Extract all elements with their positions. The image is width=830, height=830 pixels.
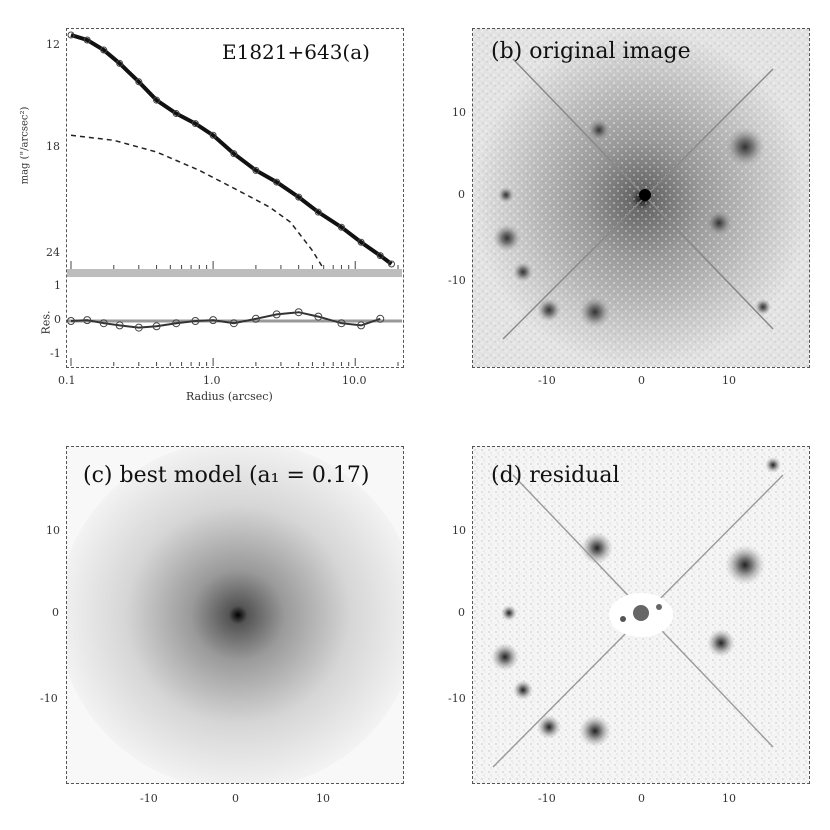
residual-data-point: [272, 310, 281, 319]
residual-data-point: [99, 319, 108, 328]
panel-d-ytick-m10: -10: [448, 692, 466, 705]
profile-plot-title: E1821+643(a): [222, 40, 370, 64]
residual-label: (d) residual: [491, 463, 620, 488]
residual-data-point: [357, 321, 366, 330]
profile-data-point: [116, 59, 124, 67]
profile-data-point: [357, 238, 365, 246]
profile-data-point: [337, 223, 345, 231]
profile-ytick-24: 24: [46, 246, 60, 259]
profile-plot-svg: [67, 31, 402, 366]
residual-render: [473, 447, 809, 783]
best-model-panel: (c) best model (a₁ = 0.17): [66, 446, 404, 784]
panel-b-xtick-0: 0: [638, 374, 645, 387]
residual-data-point: [251, 314, 260, 323]
panel-c-ytick-10: 10: [46, 524, 60, 537]
profile-xtick-1.0: 1.0: [203, 374, 221, 387]
panel-d-ytick-0: 0: [458, 606, 465, 619]
panel-c-xtick-m10: -10: [140, 792, 158, 805]
residual-ytick-m1: -1: [50, 347, 61, 360]
panel-d-ytick-10: 10: [452, 524, 466, 537]
residual-data-point: [337, 319, 346, 328]
panel-d-xtick-10: 10: [722, 792, 736, 805]
residual-ytick-0: 0: [54, 313, 61, 326]
residual-data-point: [209, 316, 218, 325]
residual-data-point: [67, 317, 75, 325]
residual-line: [70, 311, 381, 329]
best-model-label: (c) best model (a₁ = 0.17): [83, 463, 370, 488]
profile-data-point: [172, 110, 180, 118]
panel-c-ytick-0: 0: [52, 606, 59, 619]
profile-data-point: [295, 193, 303, 201]
profile-data-point: [135, 78, 143, 86]
residual-data-point: [152, 322, 161, 331]
panel-b-ytick-m10: -10: [448, 274, 466, 287]
best-model-render: [67, 447, 403, 783]
residual-data-point: [229, 319, 238, 328]
profile-xtick-0.1: 0.1: [58, 374, 76, 387]
original-image-label: (b) original image: [491, 39, 691, 64]
residual-ylabel: Res.: [39, 310, 53, 335]
profile-data-point: [191, 120, 199, 128]
original-image-panel: (b) original image: [472, 28, 810, 368]
profile-data-point: [387, 260, 395, 268]
residual-data-point: [134, 323, 143, 332]
panel-b-ytick-0: 0: [458, 188, 465, 201]
profile-ytick-12: 12: [46, 38, 60, 51]
profile-data-point: [273, 178, 281, 186]
residual-data-point: [115, 321, 124, 330]
profile-plot-frame: [66, 28, 404, 368]
residual-data-point: [294, 308, 303, 317]
bulge-model-dashed-line: [70, 134, 325, 270]
residual-data-point: [314, 312, 323, 321]
panel-c-xtick-10: 10: [316, 792, 330, 805]
panel-c-ytick-m10: -10: [40, 692, 58, 705]
panel-d-xtick-m10: -10: [538, 792, 556, 805]
profile-data-point: [252, 166, 260, 174]
profile-data-point: [67, 31, 75, 39]
panel-b-ytick-10: 10: [452, 106, 466, 119]
profile-data-point: [230, 150, 238, 158]
residual-data-point: [191, 317, 200, 325]
panel-b-xtick-10: 10: [722, 374, 736, 387]
profile-xlabel: Radius (arcsec): [186, 390, 273, 403]
profile-data-point: [314, 208, 322, 216]
profile-data-point: [153, 96, 161, 104]
profile-data-point: [209, 131, 217, 139]
profile-xtick-10.0: 10.0: [342, 374, 367, 387]
profile-data-point: [376, 252, 384, 260]
profile-data-point: [83, 36, 91, 44]
panel-separator: [67, 269, 402, 277]
panel-d-xtick-0: 0: [638, 792, 645, 805]
profile-ytick-18: 18: [46, 140, 60, 153]
panel-c-xtick-0: 0: [232, 792, 239, 805]
profile-data-point: [100, 46, 108, 54]
panel-b-xtick-m10: -10: [538, 374, 556, 387]
profile-ylabel: mag ("/arcsec²): [19, 106, 31, 185]
residual-ytick-1: 1: [54, 279, 61, 292]
residual-data-point: [172, 319, 181, 328]
residual-data-point: [376, 314, 385, 323]
residual-data-point: [83, 316, 92, 325]
original-image-render: [473, 29, 809, 367]
residual-panel: (d) residual: [472, 446, 810, 784]
